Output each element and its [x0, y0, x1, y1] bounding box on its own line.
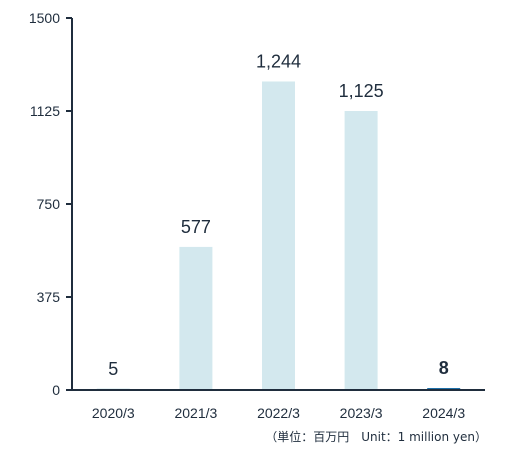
- y-tick-label: 750: [37, 196, 61, 212]
- data-label: 1,125: [339, 81, 384, 101]
- x-tick-label: 2023/3: [340, 405, 383, 421]
- y-tick-label: 0: [52, 382, 60, 398]
- data-label: 5: [108, 359, 118, 379]
- y-tick-label: 1500: [29, 10, 60, 26]
- bar-2022-3: [262, 81, 295, 390]
- y-axis: 0 375 750 1125 1500: [29, 10, 73, 398]
- data-labels: 5 577 1,244 1,125 8: [108, 51, 448, 378]
- x-tick-label: 2022/3: [257, 405, 300, 421]
- data-label: 8: [439, 358, 449, 378]
- bars: [96, 81, 461, 390]
- bar-2021-3: [179, 246, 213, 390]
- y-tick-label: 375: [37, 289, 61, 305]
- x-axis: 2020/3 2021/3 2022/3 2023/3 2024/3: [72, 389, 485, 421]
- y-tick-label: 1125: [30, 103, 60, 119]
- x-tick-label: 2024/3: [422, 405, 465, 421]
- bar-2023-3: [344, 111, 378, 390]
- x-tick-label: 2021/3: [174, 405, 217, 421]
- x-tick-label: 2020/3: [92, 405, 135, 421]
- unit-note: （単位：百万円 Unit：1 million yen）: [265, 429, 487, 444]
- data-label: 1,244: [256, 51, 301, 71]
- data-label: 577: [181, 217, 211, 237]
